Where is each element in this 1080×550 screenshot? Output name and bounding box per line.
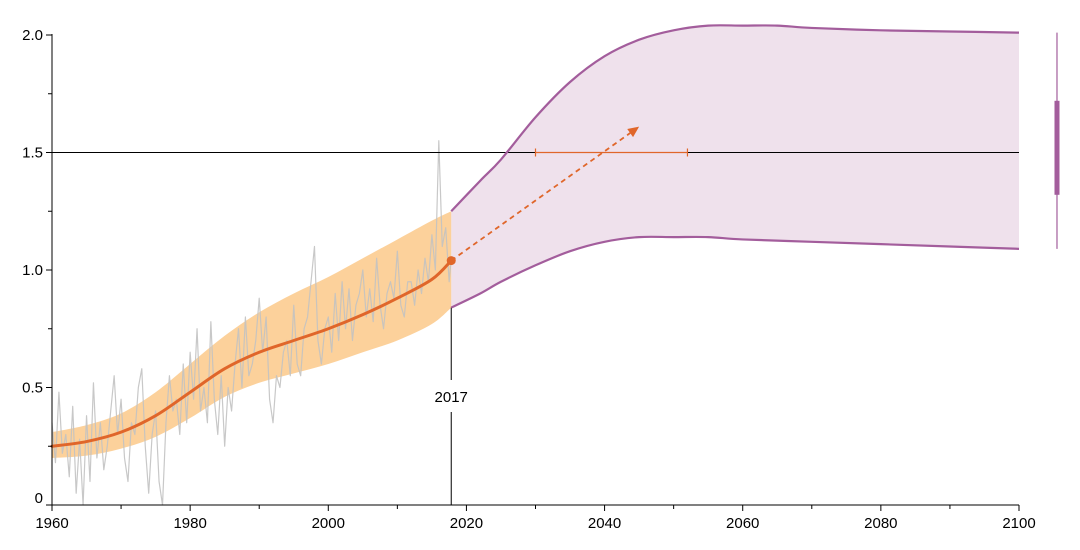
x-tick-label: 2020 bbox=[450, 515, 483, 532]
x-tick-label: 2000 bbox=[312, 515, 345, 532]
trend-end-dot bbox=[446, 256, 456, 266]
projection-lower-line bbox=[450, 235, 1020, 309]
axes bbox=[46, 34, 1020, 511]
projection-arrow-line bbox=[450, 132, 631, 262]
y-tick-label: 1.5 bbox=[22, 145, 43, 162]
x-tick-label: 2060 bbox=[726, 515, 759, 532]
projection-upper-line bbox=[450, 24, 1020, 213]
y-tick-label: 2.0 bbox=[22, 27, 43, 44]
year-annotation-label: 2017 bbox=[435, 389, 468, 406]
x-tick-label: 2100 bbox=[1002, 515, 1035, 532]
x-tick-label: 2080 bbox=[864, 515, 897, 532]
x-tick-label: 1960 bbox=[35, 515, 68, 532]
projection-fill bbox=[451, 25, 1020, 308]
side-marker-box bbox=[1054, 100, 1060, 195]
x-tick-label: 1980 bbox=[173, 515, 206, 532]
y-tick-label: 1.0 bbox=[22, 262, 43, 279]
markers bbox=[446, 32, 1060, 266]
y-tick-label: 0.5 bbox=[22, 380, 43, 397]
tick-labels: 0 0.5 1.0 1.5 2.0 1960 1980 2000 2020 2040 2060 208… bbox=[22, 27, 1036, 532]
trend-band-area bbox=[52, 211, 452, 458]
trend-band bbox=[52, 211, 452, 458]
y-tick-label: 0 bbox=[35, 490, 43, 507]
trend-line bbox=[50, 259, 453, 448]
projection-arrow-head bbox=[627, 126, 640, 138]
trend-series bbox=[50, 259, 453, 448]
x-tick-label: 2040 bbox=[588, 515, 621, 532]
projection-area bbox=[451, 25, 1020, 308]
projection-lines bbox=[450, 24, 1020, 309]
